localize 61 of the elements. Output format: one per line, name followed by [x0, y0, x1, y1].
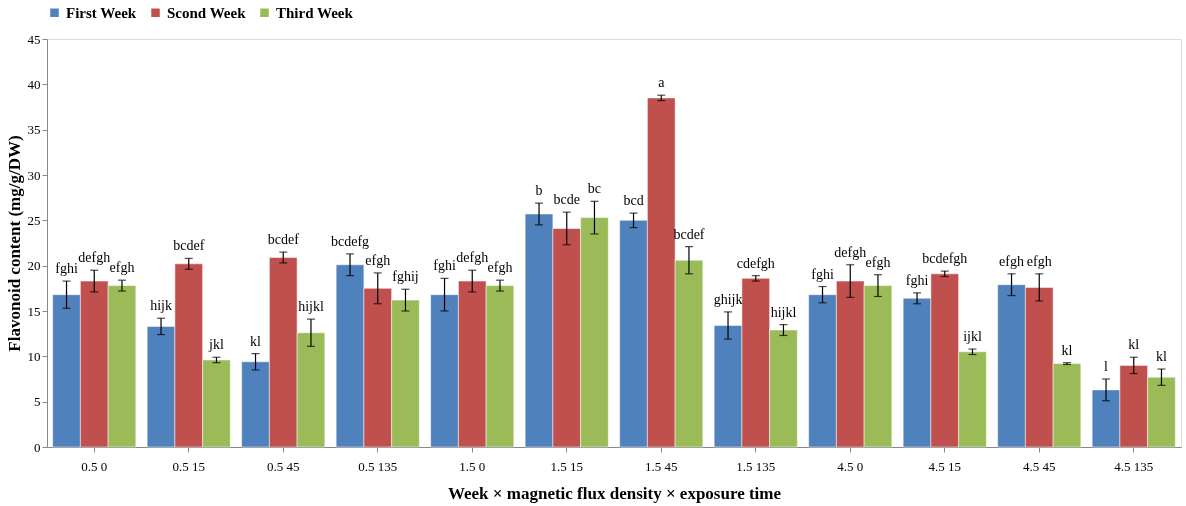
x-tick-label: 4.5 0 [837, 458, 864, 474]
data-label: kl [250, 333, 262, 349]
data-label: fghi [55, 261, 78, 277]
legend-label: Scond Week [167, 4, 247, 21]
data-label: defgh [834, 244, 867, 260]
legend-label: First Week [66, 4, 137, 21]
x-axis-title: Week × magnetic flux density × exposure time [447, 483, 782, 503]
data-label: jkl [208, 337, 224, 353]
data-label: fghi [905, 272, 929, 288]
data-label: l [1104, 359, 1109, 374]
data-label: bcd [623, 193, 644, 209]
data-label: fghij [392, 269, 419, 285]
data-label: bc [587, 181, 602, 197]
data-label: b [535, 183, 543, 199]
y-tick-label: 0 [34, 439, 41, 455]
y-tick-label: 35 [27, 122, 41, 138]
data-label: bcdefgh [922, 251, 968, 267]
data-label: ijkl [963, 329, 982, 345]
data-label: bcdef [267, 232, 300, 248]
x-tick-label: 1.5 0 [459, 458, 486, 474]
data-label: defgh [456, 250, 489, 266]
y-tick-label: 30 [27, 167, 41, 183]
data-label: fghi [433, 258, 456, 274]
x-tick-label: 4.5 45 [1023, 458, 1056, 474]
y-tick-label: 20 [27, 258, 41, 274]
y-axis-title: Flavonoid content (mg/g/DW) [4, 135, 24, 352]
x-tick-label: 0.5 0 [81, 458, 108, 474]
data-label: hijkl [770, 304, 797, 320]
data-label: cdefgh [736, 255, 775, 271]
data-label: defgh [78, 250, 111, 266]
data-label: bcdefg [330, 233, 370, 249]
x-tick-label: 1.5 15 [550, 458, 583, 474]
data-label: efgh [999, 253, 1024, 269]
data-label: bcde [553, 192, 580, 208]
x-tick-label: 1.5 45 [645, 458, 678, 474]
x-tick-label: 1.5 135 [736, 458, 776, 474]
data-label: efgh [487, 260, 513, 276]
y-tick-label: 15 [27, 303, 41, 319]
data-label: hijk [150, 298, 172, 314]
x-tick-label: 4.5 15 [928, 458, 961, 474]
x-tick-label: 0.5 15 [172, 458, 205, 474]
data-label: efgh [1026, 253, 1052, 269]
data-label: fghi [811, 266, 834, 282]
data-label: kl [1061, 342, 1073, 358]
y-tick-label: 10 [27, 348, 41, 364]
legend-label: Third Week [276, 4, 354, 21]
data-label: kl [1128, 337, 1140, 353]
data-label: efgh [865, 254, 891, 270]
y-tick-label: 40 [27, 76, 41, 92]
data-label: kl [1156, 349, 1168, 365]
data-label: hijkl [298, 299, 324, 315]
data-label: bcdef [173, 238, 205, 254]
data-label: a [658, 75, 666, 91]
data-label: efgh [109, 260, 135, 276]
x-tick-label: 0.5 45 [267, 458, 300, 474]
y-tick-label: 25 [27, 212, 41, 228]
y-tick-label: 5 [34, 394, 41, 410]
data-label: efgh [365, 252, 391, 268]
x-tick-label: 4.5 135 [1114, 458, 1154, 474]
y-tick-label: 45 [27, 31, 41, 47]
x-tick-label: 0.5 135 [358, 458, 398, 474]
